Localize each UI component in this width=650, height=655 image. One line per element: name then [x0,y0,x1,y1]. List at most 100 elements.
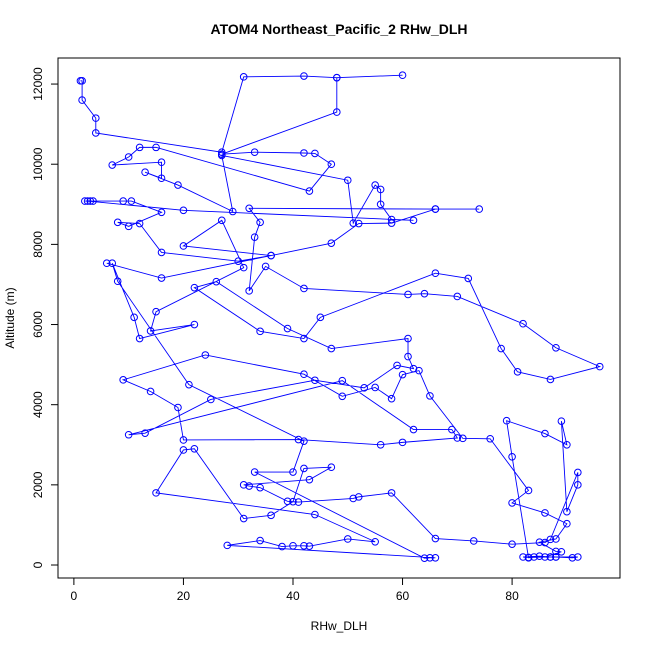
data-point [343,535,352,543]
data-point [404,290,412,299]
data-point [508,499,516,507]
data-point [81,197,89,205]
data-point [119,197,127,205]
data-point [431,534,440,543]
data-point [546,535,555,544]
data-point [311,149,319,158]
data-point [464,274,473,283]
data-point [327,239,336,247]
data-point [519,553,527,561]
data-point [469,537,478,545]
data-point [426,392,434,400]
data-point [360,384,368,392]
data-point [387,394,396,403]
data-point [135,143,144,152]
data-point [349,219,358,227]
data-point [157,174,166,183]
data-point [256,327,264,336]
data-point [91,114,100,122]
data-point [190,283,199,292]
data-point [228,207,237,216]
data-point [190,320,199,329]
data-point [552,547,560,556]
x-tick-label: 80 [505,589,519,603]
data-point [135,219,144,228]
data-point [305,542,314,550]
data-point [157,274,166,282]
data-point [563,519,571,528]
data-point [376,185,385,194]
data-point [278,542,286,551]
data-point [179,436,188,444]
data-point [289,468,297,476]
data-point [113,277,122,286]
data-point [404,334,412,343]
data-point [431,205,440,213]
data-point [239,481,248,489]
data-point [371,383,379,392]
y-axis-label: Altitude (m) [3,287,17,348]
data-point [174,181,182,189]
data-point [541,509,549,517]
data-point [311,376,319,385]
data-point [338,376,347,385]
data-point [135,334,144,343]
data-point [141,168,149,177]
data-point [327,344,336,353]
data-point [552,553,560,561]
data-point [207,395,215,404]
data-point [546,553,555,561]
data-point [78,96,86,104]
data-point [398,71,407,80]
data-point [86,197,95,205]
data-point [300,72,308,80]
data-point [327,463,336,472]
x-tick-label: 60 [396,589,410,603]
data-point [190,444,199,453]
data-point [552,343,560,352]
chart-title: ATOM4 Northeast_Pacific_2 RHw_DLH [211,21,468,37]
data-point [568,553,577,562]
data-point [409,216,418,225]
data-point [300,284,308,293]
y-tick-label: 12000 [31,67,45,101]
y-tick-label: 6000 [31,311,45,338]
data-point [256,483,264,492]
data-point [431,553,440,562]
data-point [557,417,566,425]
data-point [245,482,253,490]
data-point [217,148,226,156]
data-point [595,362,604,371]
data-point [333,108,341,116]
plot-frame [57,57,621,579]
data-point [179,206,188,215]
data-point [387,215,396,224]
data-point [508,540,516,548]
data-point [574,553,582,561]
data-point [152,143,160,152]
data-point [535,552,544,560]
data-point [174,403,182,412]
data-point [311,510,319,519]
data-point [283,324,292,333]
data-point [546,375,555,384]
x-axis-label: RHw_DLH [311,619,368,633]
data-point [513,368,522,376]
data-point [398,370,407,379]
data-point [530,553,538,561]
data-point [256,218,264,227]
data-point [524,553,533,562]
data-point [261,262,270,271]
data-point [486,434,494,443]
data-point [223,541,232,550]
y-tick-label: 10000 [31,147,45,181]
data-point [108,259,117,268]
data-point [541,553,549,561]
data-point [267,251,275,260]
data-point [387,489,396,497]
data-point [497,344,505,353]
data-point [83,197,92,205]
data-point [349,494,358,503]
data-point [250,468,259,476]
